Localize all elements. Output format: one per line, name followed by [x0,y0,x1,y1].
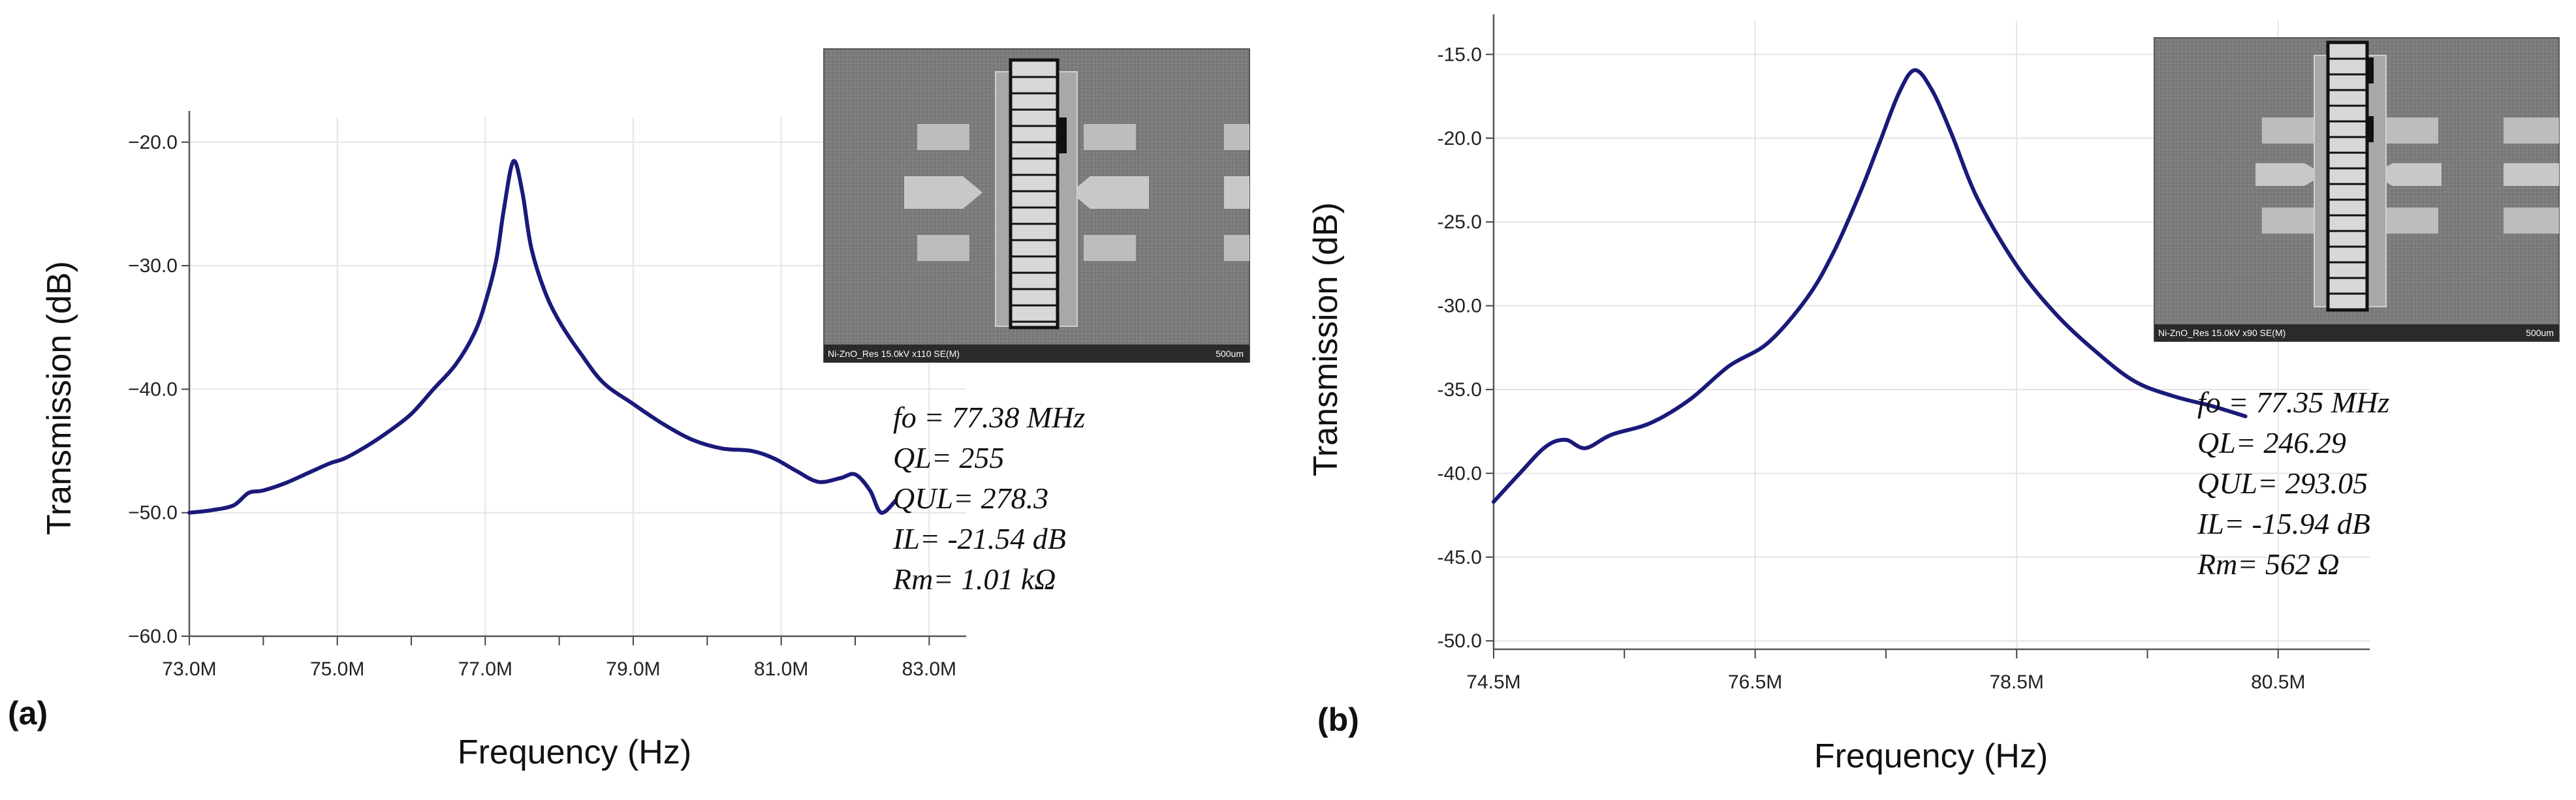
plot-b-inset-caption-right: 500um [2526,328,2554,338]
plot-a-y-tick-label: −60.0 [128,626,178,647]
plot-b-annotation-il: IL= -15.94 dB [2197,507,2370,540]
plot-b-y-tick-label: -30.0 [1437,296,1482,317]
plot-b-x-tick-label: 80.5M [2251,671,2305,693]
plot-b-annotation-rm: Rm= 562 Ω [2197,547,2340,581]
plot-b-ylabel: Transmission (dB) [1307,202,1345,476]
plot-b-annotation-qul: QUL= 293.05 [2197,467,2368,500]
plot-b-x-tick-label: 76.5M [1728,671,1782,693]
plot-b-annotation-ql: QL= 246.29 [2197,426,2346,459]
plot-b-y-tick-labels: -15.0 -20.0 -25.0 -30.0 -35.0 -40.0 -45.0 -50.0 [1437,44,1482,652]
plot-b-axes [1486,14,2370,658]
plot-a-x-tick-label: 79.0M [606,658,660,680]
plot-a-annotation-rm: Rm= 1.01 kΩ [892,562,1056,596]
plot-a-panel-label: (a) [8,695,48,731]
plot-b-y-tick-label: -15.0 [1437,44,1482,65]
plot-a-x-tick-label: 83.0M [902,658,956,680]
plot-b-y-tick-label: -35.0 [1437,379,1482,401]
plot-a-y-tick-labels: −20.0 −30.0 −40.0 −50.0 −60.0 [128,132,178,647]
plot-a-x-tick-labels: 73.0M 75.0M 77.0M 79.0M 81.0M 83.0M [162,658,956,680]
plot-a-annotation-fo: fo = 77.38 MHz [893,401,1085,434]
panel-a: −20.0 −30.0 −40.0 −50.0 −60.0 73.0M 75.0M 77.0… [8,48,1250,771]
plot-b-x-tick-labels: 74.5M 76.5M 78.5M 80.5M [1466,671,2305,693]
plot-b-inset-caption-left: Ni-ZnO_Res 15.0kV x90 SE(M) [2158,328,2285,338]
plot-b-annotations: fo = 77.35 MHz QL= 246.29 QUL= 293.05 IL… [2197,386,2389,581]
plot-a-x-tick-label: 77.0M [458,658,512,680]
plot-a-ylabel: Transmission (dB) [40,261,78,535]
plot-a-xlabel: Frequency (Hz) [458,733,691,771]
plot-b-sem-inset: Ni-ZnO_Res 15.0kV x90 SE(M) 500um [2154,37,2560,342]
plot-a-annotation-il: IL= -21.54 dB [892,522,1066,555]
panel-b: -15.0 -20.0 -25.0 -30.0 -35.0 -40.0 -45.0 -50.0… [1307,14,2560,775]
plot-a-y-tick-label: −20.0 [128,132,178,153]
plot-a-x-tick-label: 73.0M [162,658,216,680]
plot-b-x-tick-label: 74.5M [1466,671,1520,693]
plot-a-sem-inset: Ni-ZnO_Res 15.0kV x110 SE(M) 500um [823,48,1250,363]
plot-b-y-tick-label: -20.0 [1437,128,1482,149]
plot-b-annotation-fo: fo = 77.35 MHz [2197,386,2389,419]
plot-a-y-tick-label: −50.0 [128,502,178,524]
plot-b-xlabel: Frequency (Hz) [1814,737,2048,775]
plot-b-y-tick-label: -45.0 [1437,547,1482,568]
plot-a-y-tick-label: −40.0 [128,378,178,400]
plot-a-annotation-ql: QL= 255 [893,441,1004,474]
plot-a-inset-caption-left: Ni-ZnO_Res 15.0kV x110 SE(M) [828,348,960,359]
plot-b-y-tick-label: -50.0 [1437,630,1482,652]
plot-b-y-tick-label: -25.0 [1437,211,1482,233]
plot-a-y-tick-label: −30.0 [128,255,178,277]
plot-a-annotations: fo = 77.38 MHz QL= 255 QUL= 278.3 IL= -2… [892,401,1085,596]
plot-a-x-tick-label: 75.0M [310,658,364,680]
plot-a-axes [181,111,966,645]
plot-b-x-tick-label: 78.5M [1989,671,2043,693]
plot-b-panel-label: (b) [1317,701,1359,738]
plot-a-series-line [187,159,898,515]
plot-a-annotation-qul: QUL= 278.3 [893,482,1048,515]
plot-a-inset-caption-right: 500um [1216,348,1244,359]
plot-b-series-line [1492,68,2248,504]
plot-b-y-tick-label: -40.0 [1437,463,1482,484]
plot-a-x-tick-label: 81.0M [754,658,808,680]
